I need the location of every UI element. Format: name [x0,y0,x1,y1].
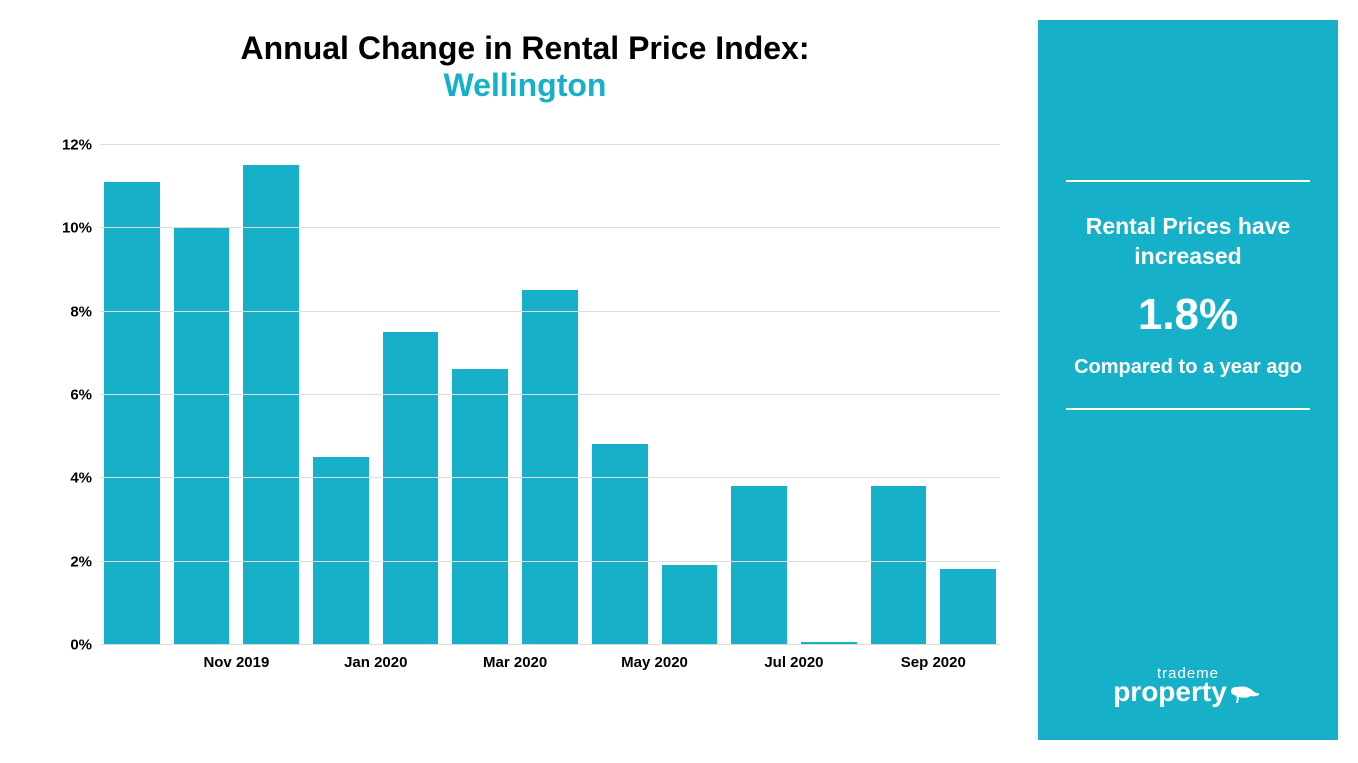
chart-area: Annual Change in Rental Price Index: Wel… [40,30,1010,730]
x-axis-label: Jan 2020 [344,654,407,671]
title-line-1: Annual Change in Rental Price Index: [40,30,1010,67]
gridline: 4% [100,477,1000,478]
bar [522,290,578,644]
gridline: 2% [100,561,1000,562]
y-axis-label: 0% [70,637,92,654]
gridline: 10% [100,227,1000,228]
chart-title: Annual Change in Rental Price Index: Wel… [40,30,1010,104]
bar [940,569,996,644]
side-panel: Rental Prices have increased 1.8% Compar… [1038,20,1338,740]
y-axis-label: 8% [70,303,92,320]
bar [662,565,718,644]
bar [383,332,439,645]
x-axis-label: Mar 2020 [483,654,547,671]
brand-logo: trademe property [1066,665,1310,720]
gridline: 6% [100,394,1000,395]
bar [243,165,299,644]
callout-subtext: Compared to a year ago [1066,354,1310,380]
bar [104,182,160,645]
gridline: 8% [100,311,1000,312]
callout-stat: 1.8% [1066,290,1310,340]
callout-heading: Rental Prices have increased [1066,212,1310,272]
gridline: 0% [100,644,1000,645]
bar [452,369,508,644]
bar [731,486,787,644]
bar-chart-plot: Nov 2019Jan 2020Mar 2020May 2020Jul 2020… [100,144,1000,644]
bar [174,227,230,644]
kiwi-icon [1229,683,1263,710]
y-axis-label: 12% [62,137,92,154]
brand-big: property [1113,676,1227,707]
bar [871,486,927,644]
x-axis-label: Nov 2019 [203,654,269,671]
x-axis-labels: Nov 2019 Jan 2020 Mar 2020 May 2020 Jul 2020… [100,644,1000,684]
x-axis-label: Jul 2020 [764,654,823,671]
title-line-2: Wellington [40,67,1010,104]
y-axis-label: 6% [70,387,92,404]
x-axis-label: May 2020 [621,654,688,671]
x-axis-label: Sep 2020 [901,654,966,671]
bar [313,457,369,645]
callout-block: Rental Prices have increased 1.8% Compar… [1066,182,1310,408]
y-axis-label: 10% [62,220,92,237]
gridline: 12% [100,144,1000,145]
y-axis-label: 2% [70,553,92,570]
bar [592,444,648,644]
y-axis-label: 4% [70,470,92,487]
